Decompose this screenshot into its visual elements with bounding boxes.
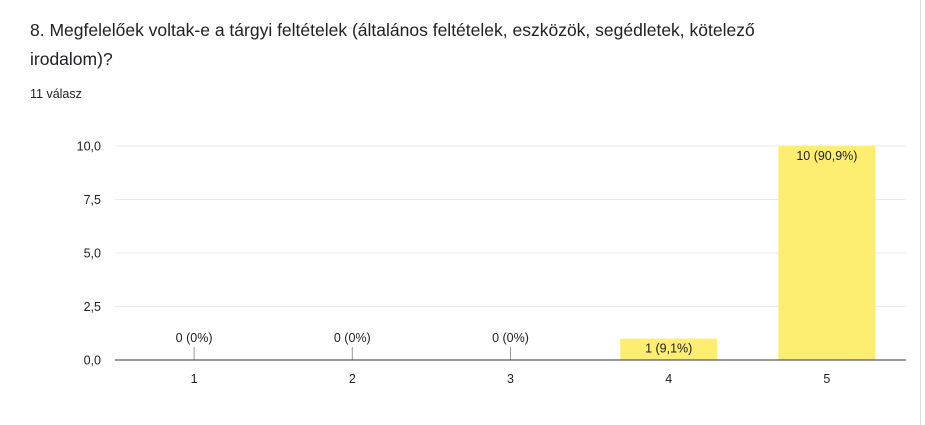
x-tick-label: 5 <box>823 372 830 386</box>
response-count: 11 válasz <box>30 87 82 101</box>
y-tick-label: 10,0 <box>77 140 101 154</box>
data-label: 10 (90,9%) <box>796 149 857 163</box>
data-label: 1 (9,1%) <box>645 342 692 356</box>
y-tick-label: 7,5 <box>84 193 101 207</box>
data-label: 0 (0%) <box>176 331 213 345</box>
y-tick-label: 5,0 <box>84 247 101 261</box>
data-label: 0 (0%) <box>492 331 529 345</box>
data-label: 0 (0%) <box>334 331 371 345</box>
x-tick-label: 3 <box>507 372 514 386</box>
bar <box>778 146 876 360</box>
y-tick-label: 2,5 <box>84 300 101 314</box>
x-tick-label: 1 <box>191 372 198 386</box>
x-tick-label: 4 <box>665 372 672 386</box>
question-title: 8. Megfelelőek voltak-e a tárgyi feltéte… <box>30 20 755 69</box>
y-tick-label: 0,0 <box>84 354 101 368</box>
bar <box>620 338 718 360</box>
x-tick-label: 2 <box>349 372 356 386</box>
